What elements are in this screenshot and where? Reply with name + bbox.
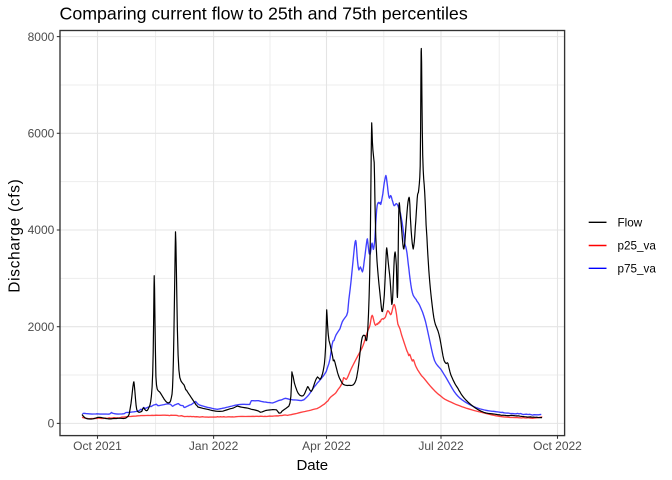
svg-text:8000: 8000 (28, 30, 55, 44)
svg-text:Discharge (cfs): Discharge (cfs) (7, 179, 24, 293)
svg-text:Apr 2022: Apr 2022 (302, 439, 351, 453)
svg-text:6000: 6000 (28, 127, 55, 141)
svg-text:0: 0 (48, 417, 55, 431)
svg-text:Jan 2022: Jan 2022 (189, 439, 239, 453)
svg-text:Comparing current flow to 25th: Comparing current flow to 25th and 75th … (60, 4, 468, 24)
svg-text:2000: 2000 (28, 320, 55, 334)
svg-text:p25_va: p25_va (618, 240, 657, 253)
svg-text:Flow: Flow (618, 217, 643, 230)
svg-text:Oct 2022: Oct 2022 (533, 439, 582, 453)
svg-text:p75_va: p75_va (618, 263, 657, 276)
svg-text:Jul 2022: Jul 2022 (418, 439, 464, 453)
svg-text:Oct 2021: Oct 2021 (73, 439, 122, 453)
svg-text:4000: 4000 (28, 223, 55, 237)
svg-text:Date: Date (296, 457, 328, 474)
